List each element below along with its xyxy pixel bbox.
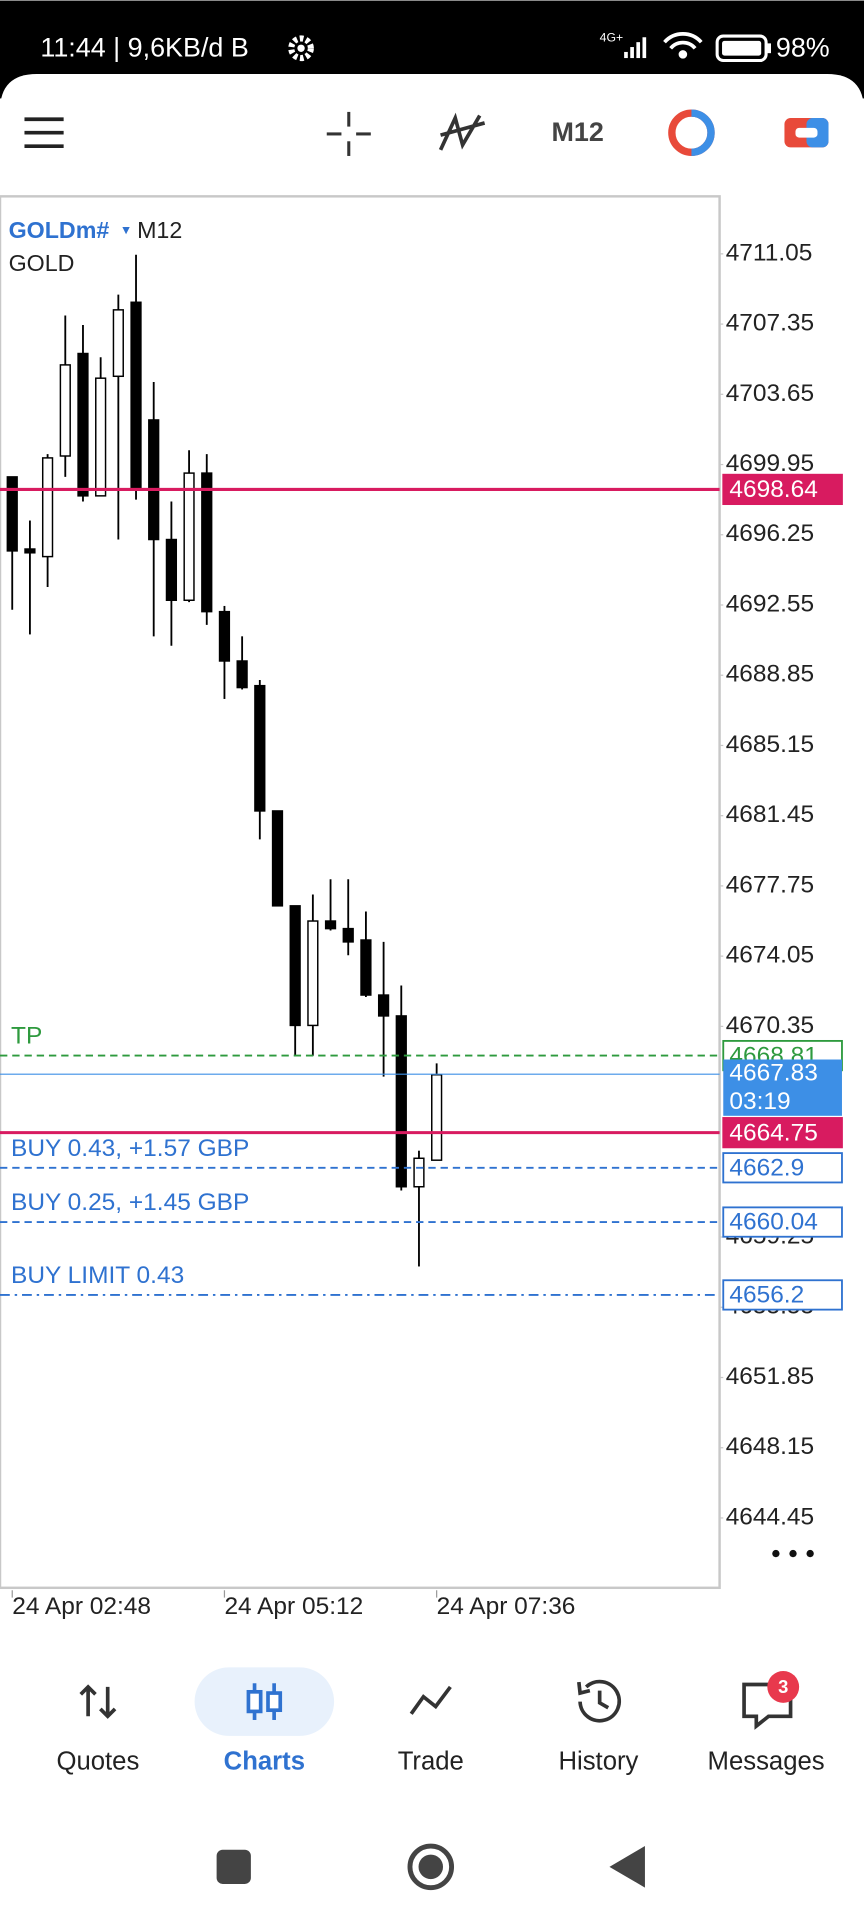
y-tick-label: 4677.75 — [726, 871, 814, 898]
y-tick-label: 4692.55 — [726, 590, 814, 617]
active-tab-highlight — [194, 1667, 335, 1736]
y-tick-label: 4688.85 — [726, 661, 814, 688]
history-icon[interactable] — [577, 1679, 622, 1723]
trade-button[interactable] — [784, 118, 829, 148]
candle-body — [165, 538, 178, 601]
candle-body — [77, 352, 89, 497]
level-label: TP — [11, 1023, 42, 1050]
level-label: BUY LIMIT 0.43 — [11, 1262, 184, 1289]
nav-label[interactable]: Quotes — [56, 1748, 139, 1776]
y-tick-label: 4685.15 — [726, 731, 814, 758]
price-label: 4662.9 — [729, 1154, 804, 1181]
candle-body — [413, 1157, 425, 1188]
nav-label[interactable]: Charts — [224, 1748, 305, 1776]
current-price-box — [723, 1059, 842, 1116]
current-price: 4667.83 — [729, 1060, 817, 1087]
candle-body — [59, 364, 71, 457]
objects-button[interactable] — [668, 109, 715, 156]
candle-body — [24, 548, 36, 554]
candle-body — [342, 927, 354, 943]
y-tick-label: 4674.05 — [726, 942, 814, 969]
price-label-box — [722, 473, 843, 506]
more-button[interactable] — [772, 1549, 814, 1558]
x-tick-label: 24 Apr 02:48 — [12, 1593, 151, 1620]
x-tick-label: 24 Apr 07:36 — [437, 1593, 576, 1620]
candle-body — [254, 684, 266, 812]
y-tick-label: 4699.95 — [726, 450, 814, 477]
network-type: 4G+ — [600, 31, 623, 45]
price-label-box — [722, 1117, 843, 1149]
candle-body — [183, 472, 195, 601]
wifi-icon — [663, 32, 703, 59]
candle-body — [395, 1015, 407, 1188]
nav-label[interactable]: Messages — [708, 1748, 825, 1776]
quotes-icon[interactable] — [79, 1684, 117, 1719]
chart-timeframe: M12 — [137, 217, 182, 243]
candle-body — [218, 610, 231, 662]
candle-body — [271, 810, 284, 907]
level-label: BUY 0.43, +1.57 GBP — [11, 1135, 249, 1162]
candle-body — [201, 472, 213, 613]
price-label-box — [722, 1206, 843, 1238]
price-label-box — [722, 1152, 843, 1184]
timeframe-button[interactable]: M12 — [551, 117, 603, 147]
y-tick-label: 4696.25 — [726, 520, 814, 547]
candle-body — [148, 419, 160, 541]
candle-body — [360, 939, 372, 996]
y-tick-label: 4644.45 — [726, 1503, 814, 1530]
price-label: 4664.75 — [729, 1119, 817, 1146]
candle-body — [41, 457, 54, 558]
price-label: 4660.04 — [729, 1209, 817, 1236]
candle-body — [377, 994, 390, 1017]
candle-body — [6, 476, 18, 552]
x-tick-label: 24 Apr 05:12 — [224, 1593, 363, 1620]
chart-frame — [0, 195, 721, 1590]
plot-area — [0, 254, 720, 1296]
candle-body — [112, 309, 124, 378]
status-left: 11:44 | 9,6KB/d B — [40, 33, 248, 63]
symbol-dropdown[interactable] — [122, 226, 130, 235]
y-tick-label: 4648.15 — [726, 1433, 814, 1460]
candle-body — [307, 920, 319, 1027]
price-label: 4698.64 — [729, 476, 817, 503]
y-tick-label: 4703.65 — [726, 380, 814, 407]
back-button[interactable] — [609, 1846, 645, 1888]
candle-body — [95, 377, 107, 497]
indicators-button[interactable] — [438, 112, 486, 151]
trade-icon[interactable] — [409, 1685, 452, 1715]
y-tick-label: 4711.05 — [726, 239, 813, 266]
candle-body — [324, 920, 337, 930]
candle-body — [236, 660, 248, 689]
gear-icon — [288, 35, 314, 62]
charts-icon[interactable] — [246, 1683, 283, 1720]
level-label: BUY 0.25, +1.45 GBP — [11, 1189, 249, 1216]
battery-level: 98% — [776, 33, 830, 63]
price-label-box — [722, 1279, 843, 1311]
nav-label[interactable]: Trade — [398, 1748, 464, 1776]
recents-button[interactable] — [216, 1849, 251, 1884]
price-label: 4656.2 — [729, 1282, 804, 1309]
messages-badge — [767, 1671, 800, 1703]
symbol-description: GOLD — [9, 250, 75, 276]
candle-body — [289, 905, 301, 1027]
battery-icon — [715, 34, 771, 63]
badge-count: 3 — [778, 1676, 788, 1697]
candle-body — [130, 301, 142, 490]
y-tick-label: 4707.35 — [726, 310, 814, 337]
crosshair-button[interactable] — [326, 111, 371, 156]
menu-button[interactable] — [24, 117, 64, 149]
symbol[interactable]: GOLDm# — [9, 217, 110, 243]
signal-icon — [624, 37, 647, 59]
candle-body — [431, 1074, 443, 1161]
candle-timer: 03:19 — [729, 1088, 790, 1115]
y-tick-label: 4651.85 — [726, 1363, 814, 1390]
y-tick-label: 4670.35 — [726, 1012, 814, 1039]
home-button[interactable] — [407, 1843, 455, 1891]
nav-label[interactable]: History — [558, 1748, 638, 1776]
nav-labels: Quotes Charts Trade History Messages — [56, 1748, 824, 1776]
y-tick-label: 4681.45 — [726, 801, 814, 828]
